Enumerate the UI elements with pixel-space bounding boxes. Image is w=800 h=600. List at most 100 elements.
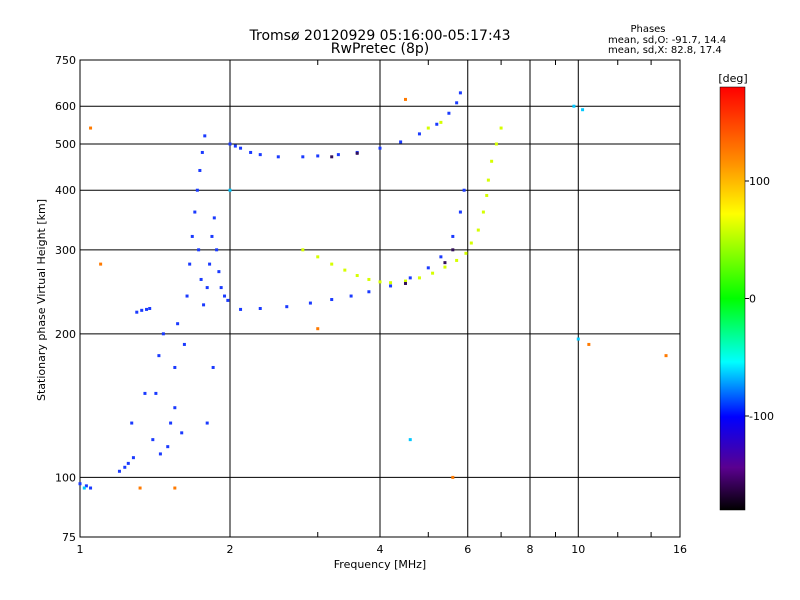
data-point <box>451 234 455 238</box>
data-point <box>202 303 206 307</box>
data-point <box>486 178 490 182</box>
data-point <box>316 327 320 331</box>
data-point <box>576 337 580 341</box>
colorbar-label: [deg] <box>718 72 747 85</box>
data-point <box>233 144 237 148</box>
data-point <box>148 306 152 310</box>
data-point <box>464 251 468 255</box>
data-point <box>469 241 473 245</box>
data-point <box>378 280 382 284</box>
data-point <box>494 142 498 146</box>
colorbar-tick-label: 0 <box>749 293 756 306</box>
y-axis-label: Stationary phase Virtual Height [km] <box>35 199 48 401</box>
data-point <box>219 286 223 290</box>
data-point <box>316 255 320 259</box>
data-point <box>451 248 455 252</box>
data-point <box>462 188 466 192</box>
data-point <box>355 151 359 155</box>
data-point <box>485 193 489 197</box>
data-point <box>99 262 103 266</box>
data-point <box>426 126 430 130</box>
y-tick-label: 500 <box>55 138 76 151</box>
chart-subtitle: RwPretec (8p) <box>331 41 429 57</box>
data-point <box>481 210 485 214</box>
data-point <box>173 486 177 490</box>
data-point <box>389 284 393 288</box>
data-point <box>417 276 421 280</box>
data-point <box>330 262 334 266</box>
data-point <box>130 421 134 425</box>
data-point <box>210 234 214 238</box>
data-point <box>455 101 459 105</box>
data-point <box>205 286 209 290</box>
data-point <box>308 301 312 305</box>
data-point <box>403 97 407 101</box>
y-tick-label: 75 <box>62 531 76 544</box>
data-point <box>89 126 93 130</box>
y-tick-label: 300 <box>55 244 76 257</box>
y-axis-ticks: 75 100 200 300 400 500 600 750 <box>55 54 76 544</box>
data-point <box>458 210 462 214</box>
data-point <box>82 486 86 490</box>
data-point <box>89 486 93 490</box>
y-tick-label: 100 <box>55 471 76 484</box>
data-point <box>336 153 340 157</box>
data-point <box>173 365 177 369</box>
data-point <box>228 188 232 192</box>
data-point <box>355 274 359 278</box>
data-point <box>123 465 127 469</box>
data-point <box>226 298 230 302</box>
data-point <box>476 228 480 232</box>
data-point <box>182 342 186 346</box>
data-point <box>285 305 289 309</box>
data-point <box>151 438 155 442</box>
data-point <box>188 262 192 266</box>
data-point <box>301 155 305 159</box>
y-tick-label: 200 <box>55 328 76 341</box>
y-tick-label: 600 <box>55 100 76 113</box>
data-point <box>198 168 202 172</box>
data-point <box>443 265 447 269</box>
data-point <box>439 255 443 259</box>
data-point <box>199 277 203 281</box>
x-axis-ticks: 1 2 4 6 8 10 16 <box>77 60 687 556</box>
data-point <box>447 111 451 115</box>
data-point <box>217 270 221 274</box>
colorbar-tick-label: -100 <box>749 410 774 423</box>
x-tick-label: 2 <box>227 543 234 556</box>
data-point <box>143 391 147 395</box>
data-point <box>301 248 305 252</box>
data-point <box>208 262 212 266</box>
data-point <box>158 452 162 456</box>
data-point <box>435 122 439 126</box>
x-gridlines <box>229 60 579 537</box>
data-point <box>200 150 204 154</box>
y-gridlines <box>80 105 680 478</box>
data-point <box>212 216 216 220</box>
data-point <box>316 154 320 158</box>
y-tick-label: 750 <box>55 54 76 67</box>
data-point <box>205 421 209 425</box>
data-point <box>587 342 591 346</box>
data-point <box>140 308 144 312</box>
data-point <box>403 281 407 285</box>
data-point <box>572 104 576 108</box>
data-point <box>215 248 219 252</box>
data-point <box>239 146 243 150</box>
x-tick-label: 8 <box>527 543 534 556</box>
data-point <box>458 91 462 95</box>
chart-title: Tromsø 20120929 05:16:00-05:17:43 <box>249 28 511 44</box>
x-tick-label: 1 <box>77 543 84 556</box>
data-point <box>408 438 412 442</box>
data-point <box>664 354 668 358</box>
data-point <box>581 108 585 112</box>
data-point <box>378 146 382 150</box>
data-point <box>431 271 435 275</box>
data-point <box>399 140 403 144</box>
data-point <box>367 277 371 281</box>
data-point <box>203 134 207 138</box>
data-point <box>169 421 173 425</box>
data-point <box>443 261 447 265</box>
